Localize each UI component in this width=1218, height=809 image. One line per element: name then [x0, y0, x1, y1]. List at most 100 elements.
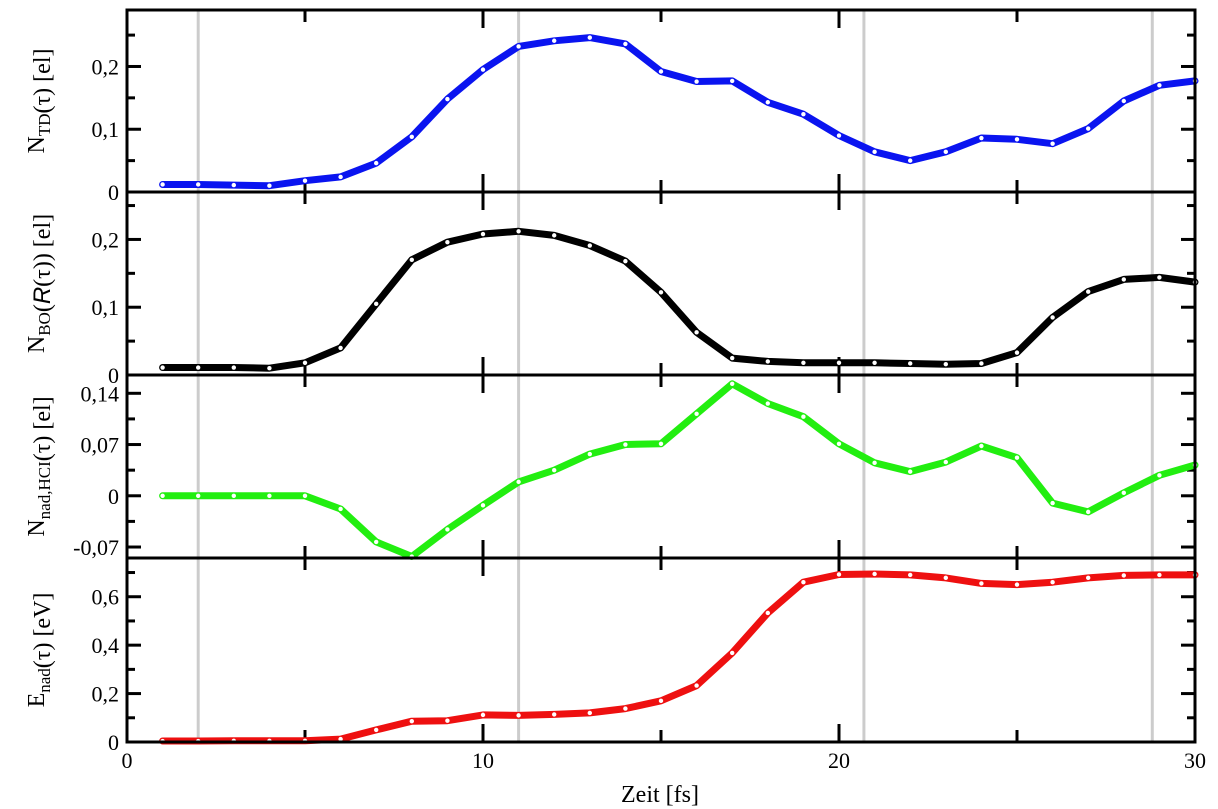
data-point [908, 361, 913, 366]
data-point [1086, 289, 1091, 294]
data-point [587, 35, 592, 40]
data-point [196, 182, 201, 187]
panel-nnad: -0,07 0 0,07 0,14 Nnad,HCI(τ) [el] [24, 375, 1199, 560]
data-point [872, 149, 877, 155]
data-point [302, 493, 308, 498]
data-point [1157, 275, 1162, 280]
data-point [1050, 580, 1055, 585]
data-point [694, 411, 699, 416]
data-point [1121, 277, 1127, 282]
data-point [480, 712, 486, 718]
data-point [267, 493, 272, 498]
y-tick-label: 0 [108, 180, 119, 205]
data-point [730, 381, 735, 386]
data-point [338, 345, 343, 351]
data-point [516, 229, 521, 234]
data-point [480, 503, 486, 508]
y-tick-label: 0,4 [92, 633, 120, 658]
data-point [908, 158, 913, 163]
data-point [445, 718, 450, 723]
data-point [338, 174, 343, 180]
data-point [409, 257, 414, 262]
data-point [445, 527, 450, 532]
y-tick-label: 0,14 [81, 381, 120, 406]
data-point [1014, 350, 1020, 355]
data-point [801, 580, 806, 585]
data-point [1121, 490, 1127, 496]
panel-ntd: 0 0,1 0,2 NTD(τ) [el] [24, 10, 1199, 205]
data-point [587, 451, 592, 457]
data-point [765, 100, 770, 105]
data-point [552, 712, 557, 717]
series-line-ntd [159, 34, 1199, 190]
data-point [836, 441, 842, 447]
data-point [658, 69, 664, 74]
data-point [196, 365, 201, 370]
y-tick-label: 0 [108, 484, 119, 509]
data-point [1157, 83, 1162, 88]
data-point [1014, 582, 1020, 587]
data-point [908, 572, 913, 578]
y-tick-label: 0 [108, 730, 119, 755]
x-axis: 0 10 20 30 [122, 748, 1207, 773]
data-point [694, 330, 699, 335]
data-point [801, 414, 806, 419]
data-point [943, 149, 948, 155]
data-point [658, 441, 664, 447]
data-point [516, 713, 521, 718]
data-point [658, 290, 664, 295]
data-point [1121, 573, 1127, 578]
data-point [409, 134, 414, 139]
panel-frame-nnad [125, 373, 1197, 560]
data-point [267, 183, 272, 188]
x-tick-label: 10 [472, 748, 494, 773]
y-tick-label: 0,2 [92, 54, 120, 79]
data-point [516, 479, 521, 485]
data-point [872, 360, 877, 365]
data-point [1050, 500, 1055, 506]
data-point [730, 355, 735, 361]
data-point [836, 572, 842, 577]
y-axis-title: NBO(R(τ)) [el] [24, 214, 56, 353]
y-axis-title: NTD(τ) [el] [24, 49, 56, 154]
chart-panels: 0 0,1 0,2 NTD(τ) [el] 0 0,1 0,2 NBO(R(τ)) [el] -… [24, 10, 1199, 755]
data-point [623, 706, 628, 711]
data-point [979, 361, 984, 366]
data-point [587, 243, 592, 248]
data-point [231, 365, 236, 370]
chart-frame [125, 8, 1197, 744]
y-tick-label: 0,2 [92, 227, 120, 252]
data-point [231, 493, 236, 498]
data-point [658, 698, 664, 704]
data-point [836, 360, 842, 365]
data-point [765, 401, 770, 406]
data-point [480, 67, 486, 72]
y-tick-label: 0,07 [81, 433, 120, 458]
data-point [302, 360, 308, 365]
data-point [979, 443, 984, 449]
data-point [1050, 141, 1055, 146]
data-point [1086, 509, 1091, 515]
panel-frame-nbo [125, 190, 1197, 377]
data-point [1157, 572, 1162, 578]
data-point [552, 38, 557, 43]
x-tick-label: 20 [828, 748, 850, 773]
data-point [801, 111, 806, 117]
data-point [338, 506, 343, 512]
data-point [979, 135, 984, 141]
y-tick-label: 0,6 [92, 585, 120, 610]
data-point [231, 182, 236, 188]
data-point [160, 182, 165, 187]
data-point [1014, 137, 1020, 142]
data-point [943, 459, 948, 465]
data-point [1086, 126, 1091, 131]
panel-enad: 0 0,2 0,4 0,6 Enad(τ) [eV] [24, 558, 1199, 755]
data-point [1121, 98, 1127, 104]
y-tick-label: 0,2 [92, 682, 120, 707]
x-tick-label: 30 [1184, 748, 1206, 773]
data-point [302, 178, 308, 183]
data-point [445, 96, 450, 102]
data-point [872, 460, 877, 466]
data-point [623, 442, 628, 447]
data-point [694, 683, 699, 688]
